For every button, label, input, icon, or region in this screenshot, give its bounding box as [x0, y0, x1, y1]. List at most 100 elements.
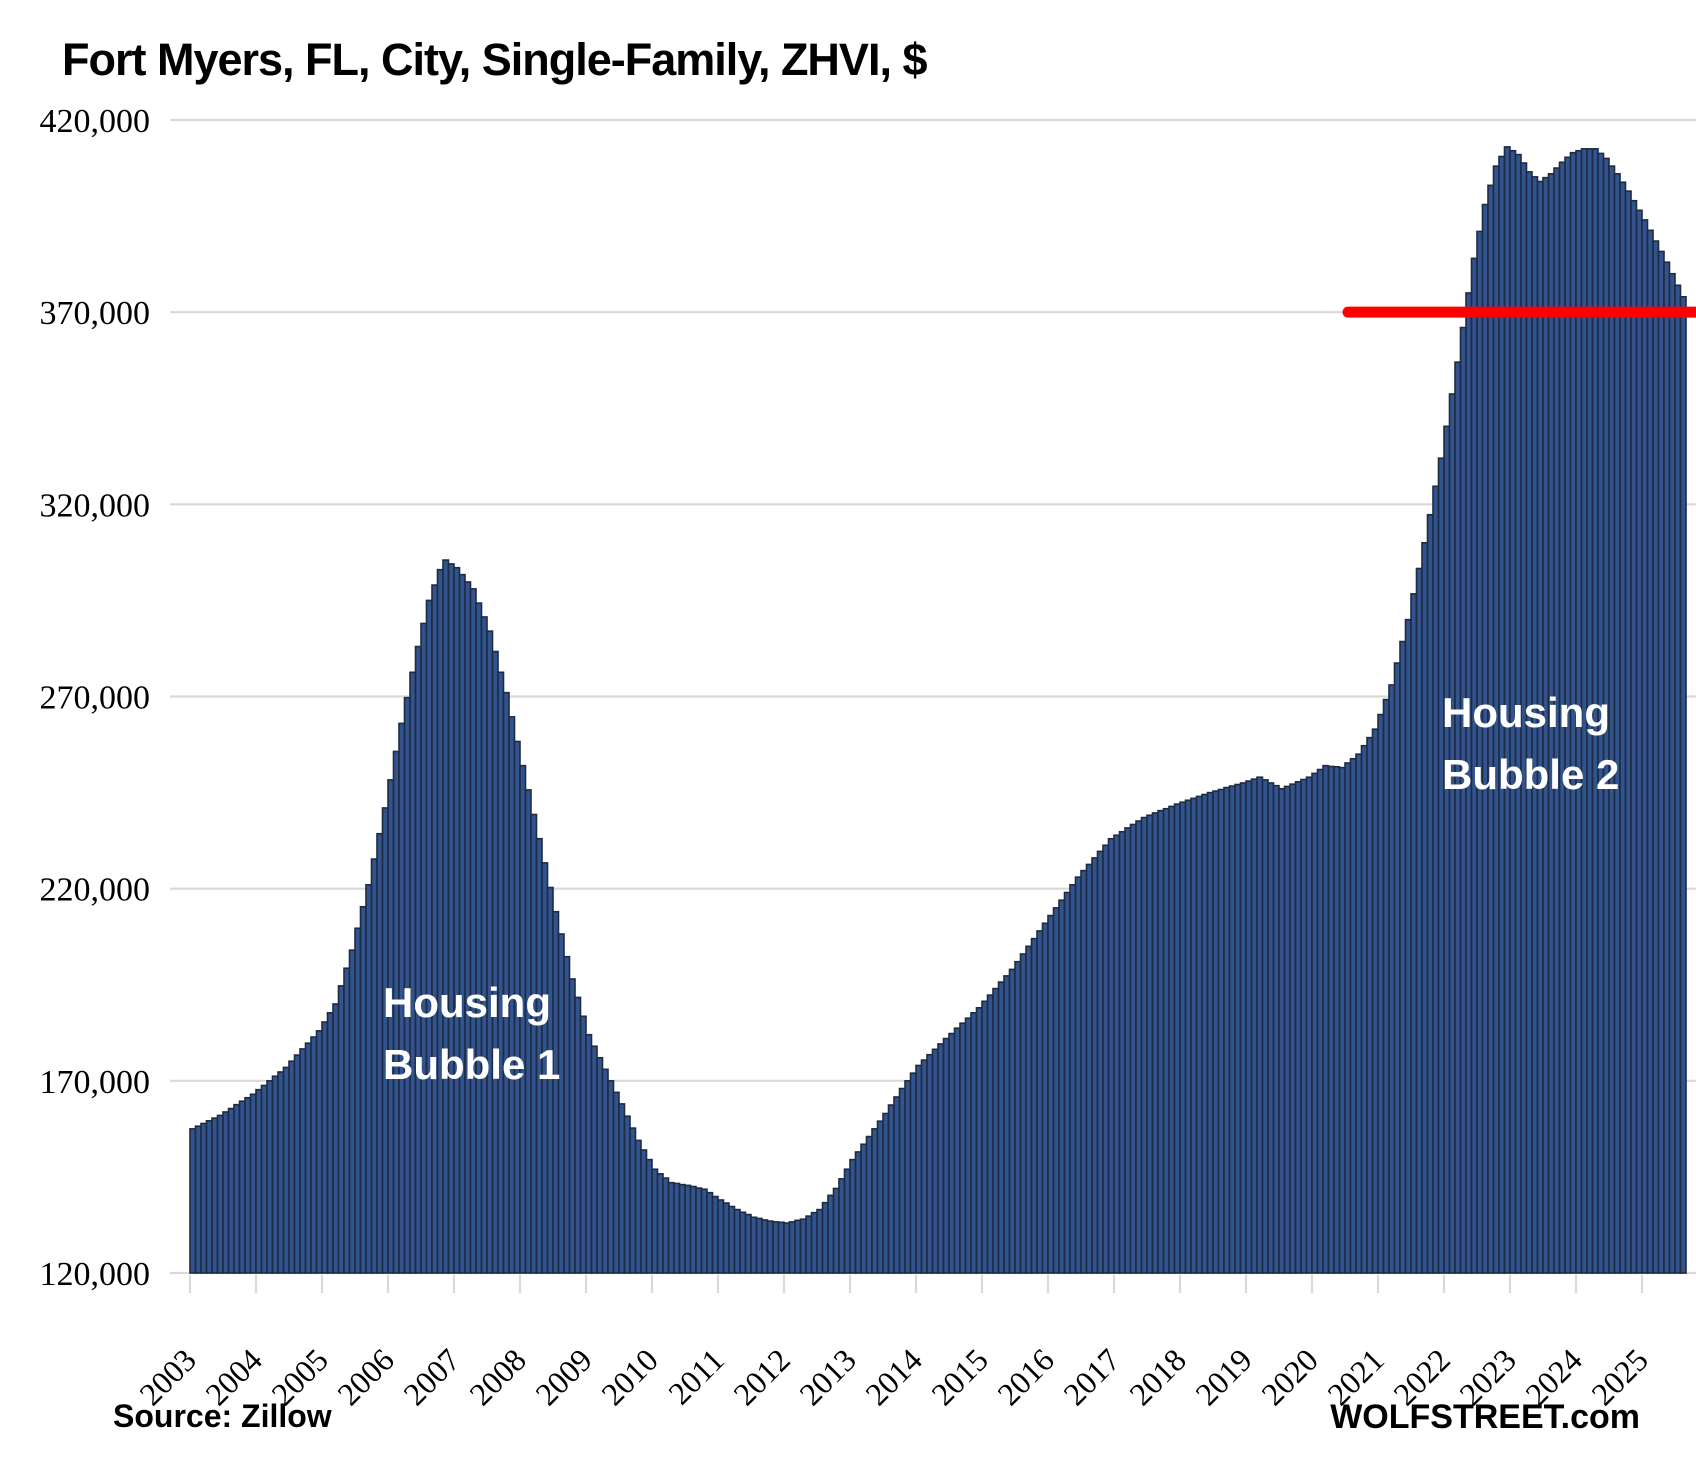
bar-month [1047, 914, 1055, 1274]
x-tick-label: 2010 [594, 1341, 665, 1412]
bar-month [843, 1168, 851, 1274]
bar-month [1399, 640, 1407, 1274]
bar-month [1036, 930, 1044, 1274]
bar-month [579, 1015, 587, 1274]
bar-month [436, 568, 444, 1274]
bar-month [315, 1030, 323, 1274]
bar-month [1234, 783, 1242, 1274]
source-note: Source: Zillow [113, 1398, 332, 1434]
bar-month [442, 559, 450, 1274]
bar-month [326, 1012, 334, 1274]
bar-month [1135, 820, 1143, 1274]
bar-month [233, 1103, 241, 1274]
bar-month [1674, 284, 1682, 1274]
bar-month [821, 1201, 829, 1274]
bar-month [788, 1221, 796, 1274]
bar-month [590, 1045, 598, 1274]
bar-month [337, 985, 345, 1274]
bar-month [332, 1003, 340, 1274]
bar-month [865, 1135, 873, 1274]
bar-month [970, 1012, 978, 1274]
bar-month [926, 1053, 934, 1274]
bar-month [596, 1056, 604, 1274]
bar-month [607, 1080, 615, 1274]
bar-month [777, 1221, 785, 1274]
bar-month [1157, 809, 1165, 1274]
bar-month [904, 1080, 912, 1274]
y-tick-label: 420,000 [40, 103, 151, 140]
bar-month [1124, 827, 1132, 1274]
bar-month [310, 1036, 318, 1274]
bar-month [431, 584, 439, 1274]
x-tick-label: 2019 [1188, 1341, 1259, 1412]
bar-month [612, 1091, 620, 1274]
bar-month [1294, 781, 1302, 1274]
bar-month [1272, 784, 1280, 1274]
bar-month [1003, 975, 1011, 1274]
bar-month [376, 832, 384, 1274]
bar-month [585, 1033, 593, 1274]
bar-month [1107, 837, 1115, 1274]
bar-month [975, 1007, 983, 1274]
bar-month [1635, 209, 1643, 1274]
bar-month [1096, 850, 1104, 1274]
bar-month [1278, 787, 1286, 1274]
bar-month [1679, 295, 1687, 1274]
bar-month [1641, 219, 1649, 1274]
bar-month [964, 1017, 972, 1274]
bar-month [447, 563, 455, 1274]
bar-month [343, 967, 351, 1274]
bar-month [849, 1158, 857, 1274]
bar-month [1206, 791, 1214, 1274]
bar-month [893, 1096, 901, 1274]
bar-month [563, 955, 571, 1274]
bar-month [425, 599, 433, 1274]
bar-month [706, 1191, 714, 1274]
bar-month [794, 1219, 802, 1274]
bar-month [805, 1215, 813, 1274]
bar-month [898, 1087, 906, 1274]
y-tick-label: 220,000 [40, 872, 151, 909]
branding-wolfstreet: WOLFSTREET.com [1330, 1398, 1640, 1436]
bar-month [1448, 393, 1456, 1274]
bar-month [1283, 785, 1291, 1274]
bar-month [1377, 713, 1385, 1274]
bar-month [288, 1060, 296, 1274]
bar-month [282, 1066, 290, 1274]
bar-month [475, 602, 483, 1274]
bar-month [1091, 857, 1099, 1274]
bar-month [1239, 782, 1247, 1274]
annotation-line: Bubble 1 [383, 1041, 561, 1088]
bar-series [189, 146, 1687, 1274]
y-axis-labels: 420,000 370,000 320,000 270,000 220,000 170,0… [40, 103, 151, 1293]
bar-month [227, 1107, 235, 1274]
bar-month [1388, 684, 1396, 1274]
bar-month [920, 1059, 928, 1274]
y-tick-label: 170,000 [40, 1064, 151, 1101]
bar-month [1338, 766, 1346, 1274]
bar-month [1168, 805, 1176, 1274]
bar-month [1624, 190, 1632, 1274]
bar-month [1195, 795, 1203, 1274]
bar-month [1217, 788, 1225, 1274]
bar-month [1030, 937, 1038, 1274]
bar-month [733, 1208, 741, 1274]
bar-month [1630, 199, 1638, 1274]
bar-month [1404, 618, 1412, 1274]
bar-month [783, 1222, 791, 1274]
bar-month [860, 1143, 868, 1274]
annotation-housing-bubble-2: Housing Bubble 2 [1442, 682, 1619, 806]
bar-month [1063, 891, 1071, 1274]
bar-month [1421, 541, 1429, 1274]
bar-month [645, 1158, 653, 1274]
bar-month [1151, 812, 1159, 1274]
bar-month [1058, 899, 1066, 1274]
bar-month [574, 996, 582, 1274]
y-tick-label: 120,000 [40, 1256, 151, 1293]
x-tick-label: 2014 [858, 1341, 929, 1412]
bar-month [766, 1220, 774, 1274]
bar-month [1382, 698, 1390, 1274]
bar-month [1652, 240, 1660, 1274]
